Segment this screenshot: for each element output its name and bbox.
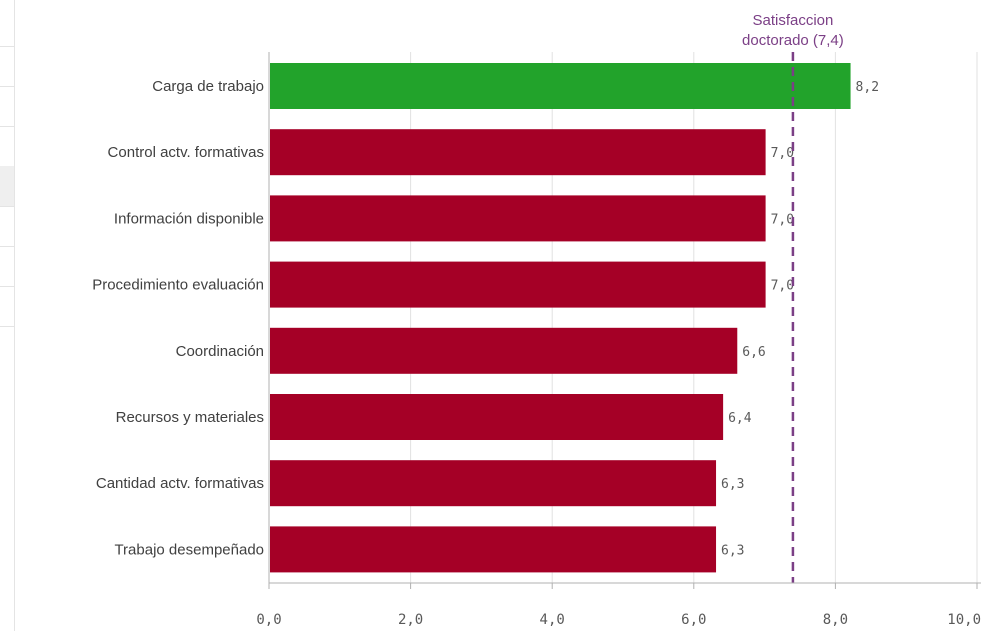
- category-label: Coordinación: [176, 343, 264, 360]
- category-label: Cantidad actv. formativas: [96, 475, 264, 492]
- category-label: Recursos y materiales: [116, 409, 264, 426]
- reference-line-group: Satisfaccion doctorado (7,4): [742, 12, 844, 583]
- side-panel-divider: [0, 206, 14, 207]
- labels: Carga de trabajo 8,2 Control actv. formati…: [92, 78, 879, 558]
- value-label: 6,3: [721, 543, 744, 558]
- value-label: 7,0: [771, 279, 794, 294]
- side-panel-divider: [0, 286, 14, 287]
- side-panel: [0, 0, 15, 631]
- bar[interactable]: [270, 394, 724, 440]
- x-tick-label: 4,0: [540, 612, 565, 628]
- reference-line-label: Satisfaccion: [752, 12, 833, 29]
- bar[interactable]: [270, 261, 766, 308]
- category-label: Información disponible: [114, 210, 264, 227]
- category-label: Procedimiento evaluación: [92, 277, 264, 294]
- side-panel-selected-row[interactable]: [0, 166, 14, 206]
- bar[interactable]: [270, 195, 766, 242]
- x-tick-label: 10,0: [947, 612, 981, 628]
- bar[interactable]: [270, 129, 766, 176]
- category-label: Carga de trabajo: [152, 78, 264, 95]
- bar[interactable]: [270, 63, 851, 109]
- bar[interactable]: [270, 327, 738, 374]
- side-panel-divider: [0, 86, 14, 87]
- side-panel-divider: [0, 46, 14, 47]
- reference-line-label: doctorado (7,4): [742, 32, 844, 49]
- value-label: 7,0: [771, 212, 794, 227]
- category-label: Trabajo desempeñado: [114, 541, 264, 558]
- bars: [270, 63, 851, 573]
- x-tick-label: 8,0: [823, 612, 848, 628]
- value-label: 7,0: [771, 146, 794, 161]
- value-label: 6,3: [721, 477, 744, 492]
- x-tick-label: 0,0: [256, 612, 281, 628]
- side-panel-divider: [0, 326, 14, 327]
- x-tick-label: 6,0: [681, 612, 706, 628]
- x-axis: 0,0 2,0 4,0 6,0 8,0 10,0: [256, 582, 981, 628]
- value-label: 6,6: [742, 345, 765, 360]
- x-tick-label: 2,0: [398, 612, 423, 628]
- side-panel-divider: [0, 246, 14, 247]
- bar[interactable]: [270, 526, 717, 573]
- bar[interactable]: [270, 460, 717, 507]
- value-label: 6,4: [728, 411, 752, 426]
- category-label: Control actv. formativas: [108, 144, 264, 161]
- side-panel-divider: [0, 126, 14, 127]
- value-label: 8,2: [856, 80, 879, 95]
